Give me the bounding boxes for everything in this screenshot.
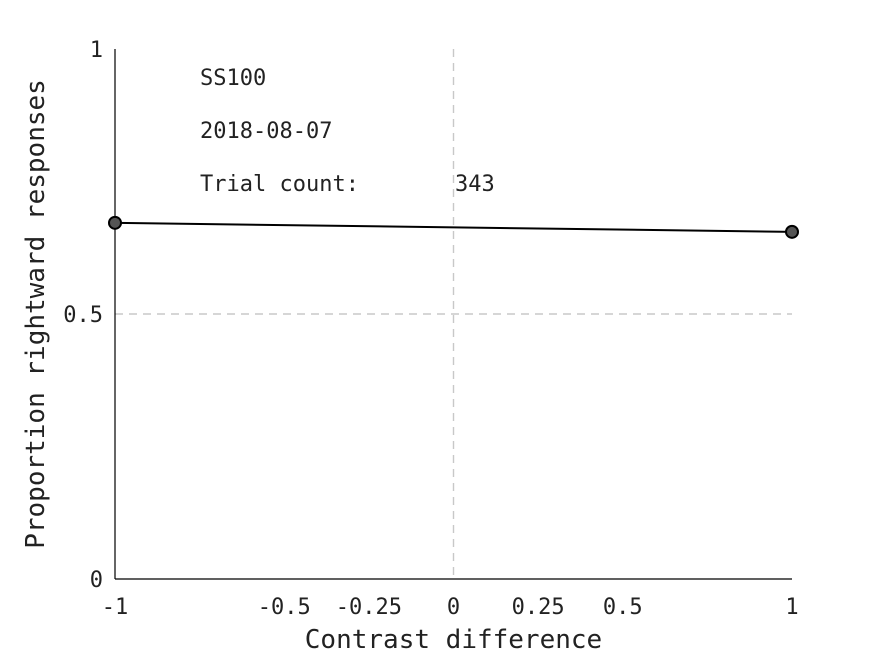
axes [114, 49, 792, 580]
x-tick-label: 1 [785, 595, 798, 620]
data-point [108, 215, 122, 230]
y-tick-labels: 00.51 [63, 38, 103, 593]
session-date: 2018-08-07 [200, 119, 332, 144]
y-tick-label: 0 [90, 568, 103, 593]
reference-lines [115, 49, 792, 579]
trial-count-value: 343 [455, 172, 495, 197]
x-tick-label: 0.5 [603, 595, 643, 620]
x-axis-title: Contrast difference [305, 625, 602, 655]
y-tick-label: 1 [90, 38, 103, 63]
x-tick-labels: -1 -0.5 -0.25 0 0.25 0.5 1 [102, 595, 799, 620]
x-tick-label: -0.5 [258, 595, 311, 620]
trial-count-label: Trial count: [200, 172, 359, 197]
data-point [785, 224, 799, 239]
data-series [108, 215, 799, 239]
y-tick-label: 0.5 [63, 303, 103, 328]
y-axis-title: Proportion rightward responses [21, 79, 51, 549]
x-tick-label: 0.25 [512, 595, 565, 620]
x-tick-label: -0.25 [336, 595, 402, 620]
series-line [114, 221, 793, 233]
subject-label: SS100 [200, 66, 266, 91]
x-tick-label: 0 [447, 595, 460, 620]
x-tick-label: -1 [102, 595, 129, 620]
